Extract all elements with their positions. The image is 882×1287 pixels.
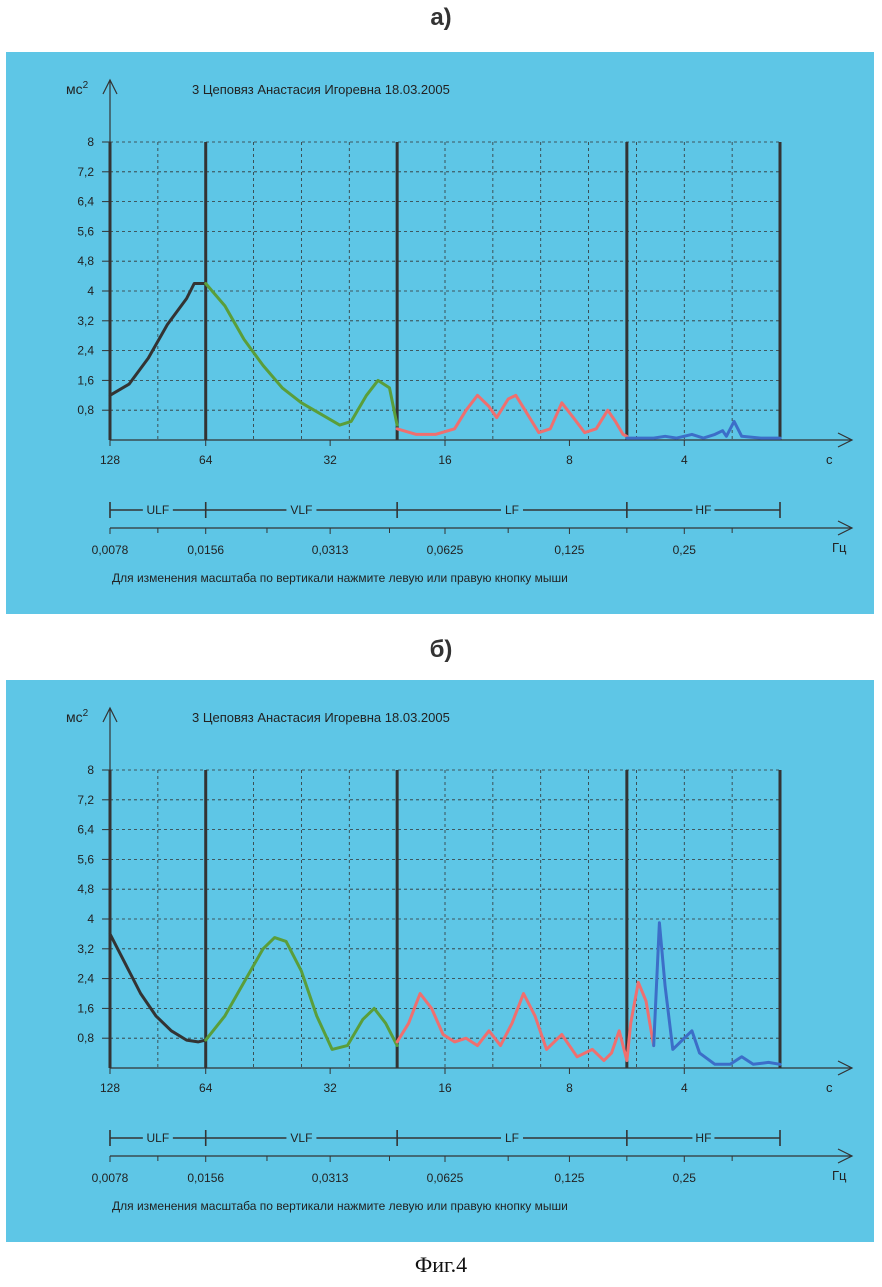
series-line-lf bbox=[397, 982, 654, 1060]
period-tick-label: 8 bbox=[566, 1081, 573, 1095]
y-tick-label: 4 bbox=[87, 912, 94, 926]
freq-tick-label: 0,0625 bbox=[427, 543, 464, 557]
period-tick-label: 32 bbox=[323, 1081, 337, 1095]
freq-tick-label: 0,25 bbox=[673, 543, 697, 557]
freq-tick-label: 0,0078 bbox=[92, 543, 129, 557]
y-tick-label: 2,4 bbox=[77, 344, 94, 358]
spectrum-panel-a: 3 Цеповяз Анастасия Игоревна 18.03.2005 м… bbox=[6, 52, 874, 614]
y-axis-label: мс2 bbox=[66, 80, 89, 97]
y-tick-label: 2,4 bbox=[77, 972, 94, 986]
period-tick-label: 128 bbox=[100, 1081, 120, 1095]
period-axis-unit: с bbox=[826, 1080, 833, 1095]
freq-tick-label: 0,125 bbox=[554, 543, 584, 557]
y-tick-label: 5,6 bbox=[77, 852, 94, 866]
y-tick-label: 7,2 bbox=[77, 165, 94, 179]
y-tick-label: 4 bbox=[87, 284, 94, 298]
y-tick-label: 5,6 bbox=[77, 224, 94, 238]
series-line-hf bbox=[627, 421, 780, 438]
band-label: VLF bbox=[290, 503, 312, 517]
y-axis-label: мс2 bbox=[66, 708, 89, 725]
series-line-hf bbox=[654, 923, 780, 1065]
freq-axis-unit: Гц bbox=[832, 540, 847, 555]
freq-tick-label: 0,0156 bbox=[187, 1171, 224, 1185]
period-tick-label: 8 bbox=[566, 453, 573, 467]
y-tick-label: 4,8 bbox=[77, 882, 94, 896]
y-tick-label: 0,8 bbox=[77, 1031, 94, 1045]
spectrum-chart-b: 3 Цеповяз Анастасия Игоревна 18.03.2005 м… bbox=[6, 680, 874, 1242]
y-tick-label: 7,2 bbox=[77, 793, 94, 807]
freq-tick-label: 0,25 bbox=[673, 1171, 697, 1185]
period-tick-label: 16 bbox=[438, 1081, 452, 1095]
period-tick-label: 128 bbox=[100, 453, 120, 467]
band-label: ULF bbox=[147, 503, 170, 517]
chart-title: 3 Цеповяз Анастасия Игоревна 18.03.2005 bbox=[192, 82, 450, 97]
y-tick-label: 3,2 bbox=[77, 942, 94, 956]
chart-title: 3 Цеповяз Анастасия Игоревна 18.03.2005 bbox=[192, 710, 450, 725]
freq-tick-label: 0,0313 bbox=[312, 543, 349, 557]
band-label: HF bbox=[695, 503, 711, 517]
band-label: LF bbox=[505, 503, 519, 517]
band-label: LF bbox=[505, 1131, 519, 1145]
figure-caption: Фиг.4 bbox=[0, 1252, 882, 1278]
y-tick-label: 1,6 bbox=[77, 1001, 94, 1015]
panel-label-b: б) bbox=[0, 636, 882, 664]
freq-axis-unit: Гц bbox=[832, 1168, 847, 1183]
period-axis-unit: с bbox=[826, 452, 833, 467]
panel-label-a: а) bbox=[0, 4, 882, 32]
y-tick-label: 3,2 bbox=[77, 314, 94, 328]
band-label: ULF bbox=[147, 1131, 170, 1145]
period-tick-label: 64 bbox=[199, 1081, 213, 1095]
period-tick-label: 4 bbox=[681, 1081, 688, 1095]
y-tick-label: 1,6 bbox=[77, 373, 94, 387]
y-tick-label: 6,4 bbox=[77, 195, 94, 209]
band-label: HF bbox=[695, 1131, 711, 1145]
freq-tick-label: 0,0313 bbox=[312, 1171, 349, 1185]
period-tick-label: 64 bbox=[199, 453, 213, 467]
scale-hint-text: Для изменения масштаба по вертикали нажм… bbox=[112, 1199, 568, 1213]
band-label: VLF bbox=[290, 1131, 312, 1145]
scale-hint-text: Для изменения масштаба по вертикали нажм… bbox=[112, 571, 568, 585]
y-tick-label: 8 bbox=[87, 135, 94, 149]
period-tick-label: 4 bbox=[681, 453, 688, 467]
freq-tick-label: 0,0625 bbox=[427, 1171, 464, 1185]
period-tick-label: 16 bbox=[438, 453, 452, 467]
period-tick-label: 32 bbox=[323, 453, 337, 467]
spectrum-panel-b: 3 Цеповяз Анастасия Игоревна 18.03.2005 м… bbox=[6, 680, 874, 1242]
series-line-lf bbox=[397, 395, 627, 436]
spectrum-chart-a: 3 Цеповяз Анастасия Игоревна 18.03.2005 м… bbox=[6, 52, 874, 614]
freq-tick-label: 0,0156 bbox=[187, 543, 224, 557]
freq-tick-label: 0,0078 bbox=[92, 1171, 129, 1185]
freq-tick-label: 0,125 bbox=[554, 1171, 584, 1185]
y-tick-label: 6,4 bbox=[77, 823, 94, 837]
y-tick-label: 4,8 bbox=[77, 254, 94, 268]
y-tick-label: 0,8 bbox=[77, 403, 94, 417]
y-tick-label: 8 bbox=[87, 763, 94, 777]
